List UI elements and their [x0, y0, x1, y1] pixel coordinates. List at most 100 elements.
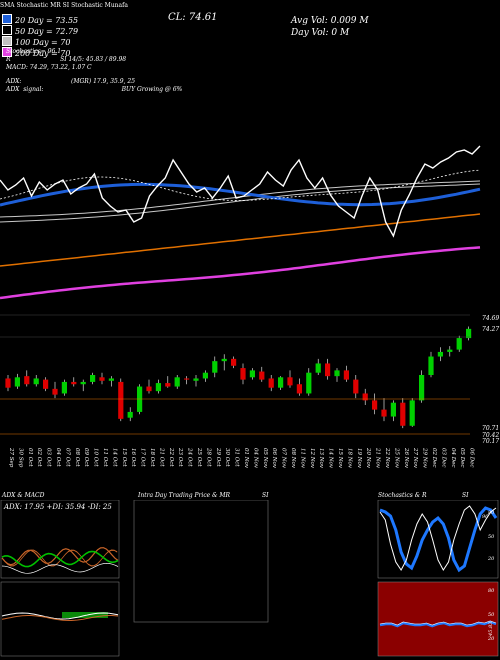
moving-average-lines	[0, 145, 481, 300]
legend-sma200: 200 Day = 70	[2, 47, 172, 58]
date-label: 01 Nov	[243, 448, 249, 469]
candle-body	[409, 400, 415, 426]
date-label: 27 Nov	[412, 447, 418, 469]
candle-body	[146, 386, 152, 392]
candle-body	[456, 338, 462, 350]
candle-body	[118, 381, 124, 419]
date-label: 20 Nov	[365, 447, 371, 469]
date-label: 24 Oct	[187, 447, 193, 467]
price-label: 70.17	[482, 438, 499, 445]
date-label: 21 Nov	[375, 447, 381, 469]
macd-lines	[1, 612, 119, 621]
candle-body	[362, 393, 368, 401]
stoch-value: 96	[482, 514, 489, 520]
candle-body	[99, 377, 105, 381]
price-label: 70.42	[482, 432, 499, 439]
si-value: 45.83	[488, 622, 494, 637]
candle-body	[33, 378, 39, 385]
candle-body	[71, 381, 77, 385]
date-label: 16 Oct	[130, 448, 136, 467]
stoch-tick: 80	[488, 510, 495, 516]
adx-line	[1, 562, 119, 574]
legend-sma100: 100 Day = 70	[2, 36, 172, 47]
candle-body	[306, 372, 312, 394]
stoch-dotted-line	[0, 169, 481, 201]
stoch-ticks: 80 50 20 96	[482, 510, 495, 562]
intra-panel-title: Intra Day Trading Price & MR	[138, 492, 231, 499]
candle-body	[127, 411, 133, 418]
candle-body	[212, 361, 218, 373]
date-label: 26 Nov	[403, 447, 409, 469]
candle-body	[240, 368, 246, 380]
date-label: 30 Oct	[224, 448, 230, 467]
date-label: 14 Nov	[328, 448, 334, 469]
candle-body	[400, 402, 406, 426]
si-tick: 80	[488, 588, 495, 594]
candle-body	[325, 363, 331, 377]
si-lines	[379, 620, 497, 628]
candlesticks	[5, 326, 472, 429]
intra-si-label: SI	[262, 492, 269, 499]
date-label: 05 Nov	[262, 448, 268, 469]
date-label: 19 Nov	[356, 448, 362, 469]
date-label: 08 Oct	[74, 448, 80, 467]
date-label: 02 Oct	[36, 448, 42, 467]
date-label: 04 Dec	[450, 448, 456, 468]
adx-panel-frame	[0, 500, 120, 579]
date-label: 28 Oct	[205, 447, 211, 467]
candle-body	[466, 328, 472, 339]
date-label: 03 Oct	[46, 448, 52, 467]
date-label: 25 Nov	[393, 447, 399, 469]
plus-di-line	[1, 550, 119, 568]
date-label: 23 Oct	[177, 447, 183, 467]
date-label: 12 Nov	[309, 448, 315, 469]
price-label: 74.27	[482, 326, 499, 333]
date-label: 11 Oct	[102, 448, 108, 467]
candle-body	[184, 378, 190, 380]
indicator-panels: ADX: 17.95 +DI: 35.94 -DI: 25 80 50 20 96 8…	[0, 500, 499, 657]
candle-body	[419, 375, 425, 401]
price-label: 70.71	[482, 425, 499, 432]
candle-body	[343, 370, 349, 380]
date-label: 03 Dec	[440, 448, 446, 468]
candle-body	[381, 409, 387, 417]
candle-body	[287, 377, 293, 386]
price-line	[0, 145, 481, 238]
candle-body	[155, 383, 161, 392]
date-label: 30 Sep	[17, 448, 23, 468]
date-label: 31 Oct	[234, 448, 240, 467]
si-tick: 50	[488, 612, 495, 618]
date-label: 14 Oct	[111, 448, 117, 467]
adx-line: ADX: (MGR) 17.9, 35.9, 25	[6, 78, 136, 85]
mini-top-text: SMA Stochastic MR SI Stochastic Munafa	[0, 2, 128, 9]
candle-body	[165, 383, 171, 387]
candle-body	[221, 358, 227, 362]
candle-body	[249, 370, 255, 378]
date-label: 15 Nov	[337, 448, 343, 469]
date-label: 27 Sep	[8, 447, 14, 468]
candle-body	[296, 384, 302, 394]
candle-body	[80, 381, 86, 385]
si-panel-frame	[377, 581, 499, 657]
candle-body	[174, 377, 180, 387]
intra-day-panel	[133, 500, 269, 623]
orange-ma-line	[0, 213, 481, 267]
adx-panel-title: ADX & MACD	[2, 492, 45, 499]
minus-di-line	[1, 547, 119, 566]
date-label: 02 Dec	[431, 448, 437, 468]
date-label: 13 Nov	[318, 448, 324, 469]
date-axis: 27 Sep 30 Sep 01 Oct 02 Oct 03 Oct 04 Oct 07 O…	[8, 447, 475, 469]
date-label: 17 Oct	[140, 448, 146, 467]
date-label: 09 Oct	[83, 448, 89, 467]
macd-line	[1, 612, 119, 620]
date-label: 08 Nov	[290, 448, 296, 469]
candle-body	[372, 400, 378, 410]
macd-signal-line	[1, 615, 119, 621]
macd-line: MACD: 74.29, 73.22, 1.07 C	[6, 64, 92, 71]
candle-body	[231, 358, 237, 366]
candle-body	[447, 349, 453, 352]
si-tick: 20	[487, 636, 495, 642]
legend-sma50: 50 Day = 72.79	[2, 25, 172, 36]
legend-sma20: 20 Day = 73.55	[2, 14, 172, 25]
date-label: 21 Oct	[158, 447, 164, 467]
